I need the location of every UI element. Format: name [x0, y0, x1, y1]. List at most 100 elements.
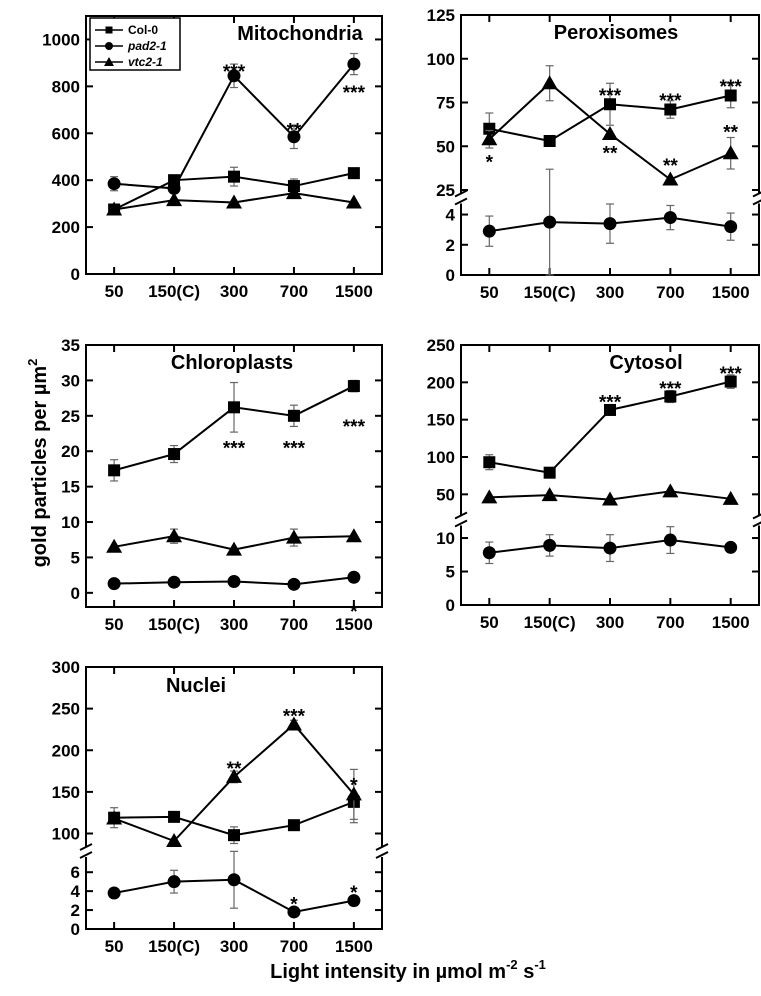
y-tick-label: 25 — [436, 181, 455, 200]
significance-label: *** — [599, 392, 622, 413]
data-point — [347, 57, 361, 71]
series-pad2-1 — [482, 526, 738, 565]
series-vtc2-1 — [106, 716, 362, 848]
x-tick-label: 1500 — [335, 615, 373, 634]
x-tick-label: 300 — [596, 613, 624, 632]
significance-label: ** — [603, 144, 618, 165]
legend-label: Col-0 — [128, 23, 158, 37]
data-point — [106, 201, 123, 216]
y-tick-label: 600 — [52, 124, 80, 143]
y-tick-label: 300 — [52, 658, 80, 677]
y-tick-label: 0 — [71, 920, 80, 939]
significance-label: *** — [720, 77, 743, 98]
y-tick-label: 400 — [52, 171, 80, 190]
axis-break-gap — [378, 847, 386, 857]
axis-break-mark — [752, 513, 761, 520]
data-point — [543, 466, 556, 479]
data-point — [166, 833, 183, 848]
significance-label: *** — [223, 62, 246, 83]
legend: Col-0 pad2-1 vtc2-1 — [89, 17, 181, 71]
x-tick-label: 700 — [280, 937, 308, 956]
data-point — [287, 819, 300, 832]
x-axis-title-mid: s — [518, 961, 535, 983]
significance-label: *** — [223, 438, 246, 459]
significance-label: *** — [343, 417, 366, 438]
y-tick-label: 15 — [61, 478, 80, 497]
data-point — [167, 575, 181, 589]
panel-title: Nuclei — [166, 675, 226, 697]
data-point — [482, 546, 496, 560]
data-point — [543, 215, 557, 229]
data-point — [543, 135, 556, 147]
y-tick-label: 10 — [61, 513, 80, 532]
data-point — [543, 538, 557, 552]
x-tick-label: 300 — [220, 615, 248, 634]
data-point — [347, 894, 361, 908]
legend-marker — [105, 42, 113, 50]
y-tick-label: 5 — [446, 563, 455, 582]
data-point — [285, 529, 302, 544]
data-point — [107, 177, 121, 191]
x-axis-title-sup-2: -1 — [534, 957, 546, 972]
significance-label: * — [290, 894, 298, 915]
series-vtc2-1 — [106, 185, 362, 216]
data-point — [168, 448, 181, 461]
data-point — [166, 192, 183, 207]
legend-label: pad2-1 — [127, 39, 167, 53]
x-tick-label: 300 — [596, 283, 624, 302]
panel-title: Mitochondria — [237, 23, 363, 45]
y-tick-label: 75 — [436, 94, 455, 113]
data-point — [722, 490, 739, 505]
series-Col-0 — [108, 379, 360, 482]
x-tick-label: 700 — [280, 615, 308, 634]
data-point — [664, 103, 677, 116]
data-point — [166, 528, 183, 543]
data-point — [345, 194, 362, 209]
chart-nuclei: 50 150(C) 300 700 15001001502002503000246***… — [52, 658, 389, 956]
data-point — [107, 577, 121, 591]
significance-label: *** — [343, 83, 366, 104]
chart-mitochondria: 50 150(C) 300 700 150002004006008001000*****… — [42, 15, 383, 301]
x-tick-label: 700 — [656, 283, 684, 302]
y-tick-label: 800 — [52, 77, 80, 96]
x-tick-label: 50 — [480, 613, 499, 632]
data-point — [603, 541, 617, 555]
data-point — [167, 181, 181, 195]
data-point — [481, 131, 498, 146]
data-point — [106, 538, 123, 553]
data-point — [287, 577, 301, 591]
y-tick-label: 0 — [71, 584, 80, 603]
y-tick-label: 50 — [436, 137, 455, 156]
axis-break-gap — [457, 515, 465, 526]
data-point — [167, 875, 181, 889]
y-axis-title: gold particles per µm2 — [25, 359, 51, 568]
legend-label: vtc2-1 — [128, 55, 163, 69]
data-point — [227, 873, 241, 887]
x-tick-label: 150(C) — [148, 937, 200, 956]
significance-label: * — [350, 883, 358, 904]
y-tick-label: 5 — [71, 548, 80, 567]
significance-label: * — [350, 602, 358, 623]
axis-break-mark — [752, 521, 761, 528]
series-pad2-1 — [107, 570, 361, 591]
series-Col-0 — [108, 780, 360, 845]
y-tick-label: 100 — [427, 50, 455, 69]
significance-label: ** — [227, 759, 242, 780]
x-tick-label: 700 — [280, 282, 308, 301]
y-tick-label: 200 — [52, 218, 80, 237]
x-tick-label: 300 — [220, 937, 248, 956]
data-point — [482, 224, 496, 238]
x-tick-label: 1500 — [712, 283, 750, 302]
data-point — [168, 810, 181, 823]
data-point — [106, 810, 123, 825]
series-vtc2-1 — [481, 65, 739, 186]
data-point — [345, 528, 362, 543]
y-tick-label: 30 — [61, 371, 80, 390]
data-point — [541, 75, 558, 90]
y-tick-label: 0 — [71, 265, 80, 284]
panel-title: Cytosol — [609, 352, 682, 374]
legend-marker — [105, 26, 113, 34]
chart-cytosol: 50 150(C) 300 700 1500 50 100 150 200 250 0 5 10 *** *… — [427, 336, 761, 632]
data-point — [226, 541, 242, 556]
